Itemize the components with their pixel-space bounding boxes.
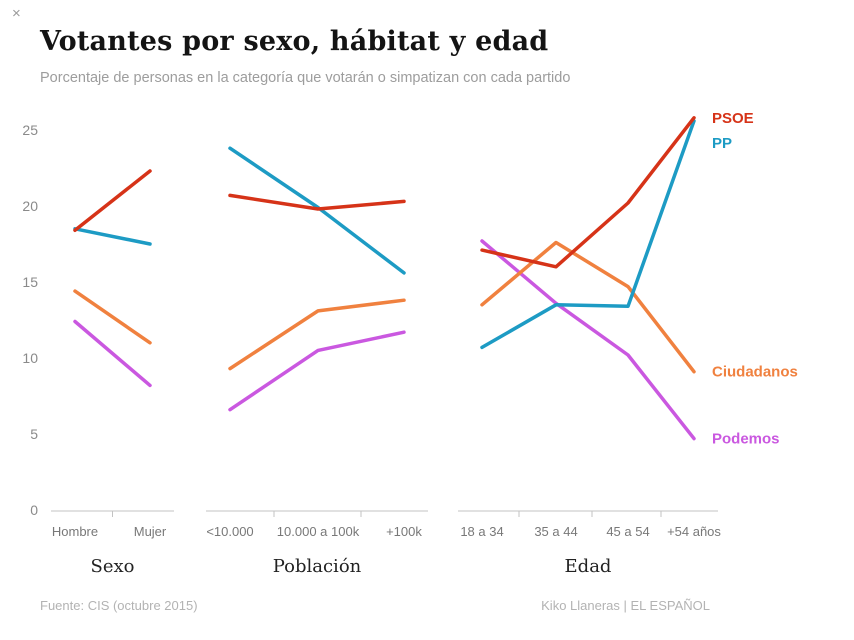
x-tick-label: <10.000 [206, 524, 253, 539]
line-podemos [73, 319, 152, 388]
x-tick-label: 35 a 44 [534, 524, 577, 539]
x-tick-label: 18 a 34 [460, 524, 503, 539]
line-psoe [228, 193, 406, 211]
source-note: Fuente: CIS (octubre 2015) [40, 598, 198, 613]
y-tick-label: 25 [22, 122, 38, 138]
y-tick-label: 5 [30, 426, 38, 442]
page-title: Votantes por sexo, hábitat y edad [40, 26, 549, 57]
legend-psoe: PSOE [712, 110, 754, 127]
x-tick-label: Hombre [52, 524, 98, 539]
y-tick-label: 0 [30, 502, 38, 518]
chart-subtitle: Porcentaje de personas en la categoría q… [40, 70, 571, 86]
legend-pp: PP [712, 135, 732, 152]
x-tick-label: 10.000 a 100k [277, 524, 360, 539]
legend-ciudadanos: Ciudadanos [712, 364, 798, 381]
x-tick-label: 45 a 54 [606, 524, 649, 539]
y-tick-label: 10 [22, 350, 38, 366]
close-icon[interactable]: × [12, 5, 21, 22]
line-psoe [480, 116, 696, 269]
line-podemos [480, 239, 696, 441]
line-pp [480, 119, 696, 350]
panel-label: Sexo [91, 556, 135, 577]
x-tick-label: +54 años [667, 524, 721, 539]
x-tick-label: +100k [386, 524, 422, 539]
line-ciudadanos [480, 240, 696, 374]
line-ciudadanos [73, 289, 152, 345]
x-tick-label: Mujer [134, 524, 167, 539]
panel-label: Población [273, 556, 362, 577]
y-tick-label: 20 [22, 198, 38, 214]
line-podemos [228, 330, 406, 412]
legend-podemos: Podemos [712, 431, 780, 448]
panel-label: Edad [565, 556, 612, 577]
credit-note: Kiko Llaneras | EL ESPAÑOL [541, 598, 710, 613]
line-psoe [73, 169, 152, 233]
line-pp [73, 227, 152, 246]
y-tick-label: 15 [22, 274, 38, 290]
line-ciudadanos [228, 298, 406, 371]
